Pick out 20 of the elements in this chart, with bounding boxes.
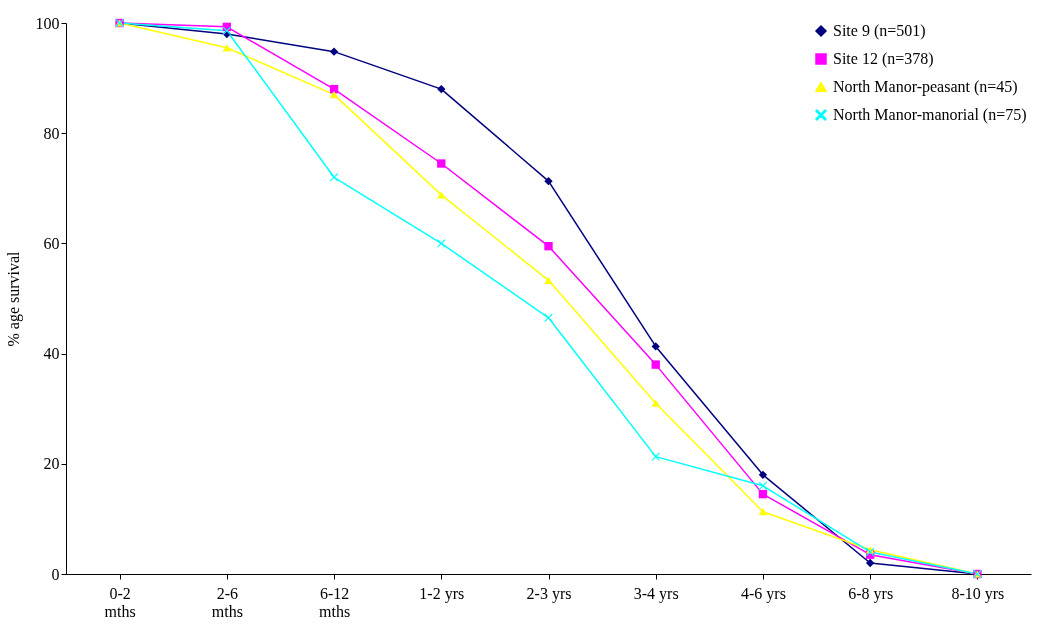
y-tick-label: 40 (43, 345, 60, 363)
x-tick-label: 6-12 mths (318, 584, 351, 620)
x-tick-label: 4-6 yrs (741, 584, 786, 603)
legend-label: Site 9 (n=501) (833, 22, 926, 40)
y-tick-label: 0 (51, 565, 60, 583)
x-tick-label: 0-2 mths (104, 584, 136, 620)
x-tick-label: 6-8 yrs (848, 584, 894, 603)
legend-label: North Manor-peasant (n=45) (833, 78, 1018, 96)
legend-label: Site 12 (n=378) (833, 50, 934, 68)
y-tick-label: 60 (43, 234, 60, 252)
x-tick-label: 1-2 yrs (419, 584, 465, 603)
x-tick-label: 8-10 yrs (951, 584, 1005, 603)
x-tick-label: 2-3 yrs (526, 584, 572, 603)
legend-label: North Manor-manorial (n=75) (833, 106, 1027, 124)
y-tick-label: 100 (35, 14, 60, 32)
y-tick-label: 80 (43, 124, 60, 142)
x-tick-label: 2-6 mths (211, 584, 243, 620)
x-tick-label: 3-4 yrs (633, 584, 679, 603)
y-tick-label: 20 (43, 455, 60, 473)
y-axis-title: % age survival (4, 250, 23, 347)
